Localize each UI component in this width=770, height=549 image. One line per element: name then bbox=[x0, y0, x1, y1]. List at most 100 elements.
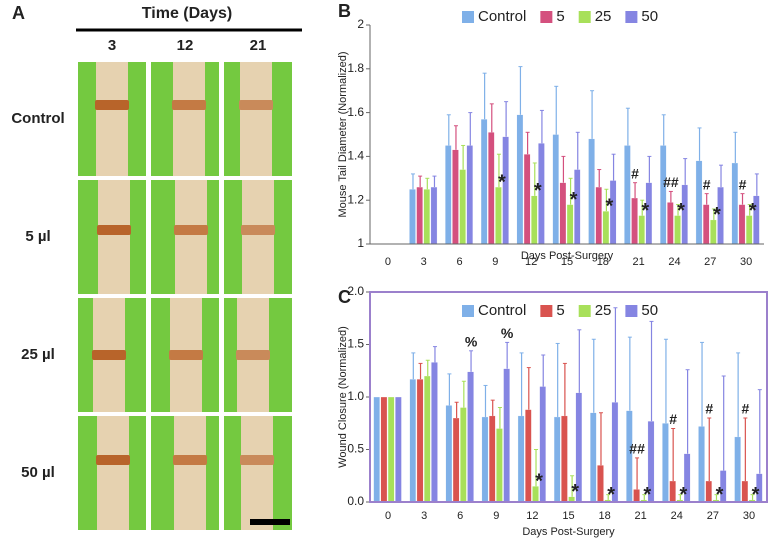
x-tick-label: 15 bbox=[561, 256, 573, 268]
panel-title: Time (Days) bbox=[142, 5, 232, 22]
bar bbox=[445, 145, 452, 245]
annotation: * bbox=[752, 484, 760, 506]
bar bbox=[452, 417, 460, 503]
bar bbox=[445, 405, 453, 503]
annotation: * bbox=[571, 481, 579, 503]
legend-swatch bbox=[625, 11, 638, 23]
tail bbox=[97, 416, 129, 530]
bar bbox=[741, 480, 749, 503]
bar bbox=[561, 415, 568, 503]
annotation: * bbox=[679, 484, 687, 506]
bar bbox=[459, 169, 466, 245]
scale-bar bbox=[250, 519, 290, 525]
tail bbox=[240, 62, 272, 176]
legend-swatch bbox=[462, 305, 474, 317]
bar bbox=[431, 362, 438, 503]
wound-band bbox=[239, 100, 273, 110]
wound-band bbox=[174, 225, 208, 235]
annotation: # bbox=[669, 411, 677, 427]
bar bbox=[387, 396, 395, 503]
tail bbox=[241, 416, 273, 530]
legend-swatch bbox=[540, 11, 553, 23]
annotation: * bbox=[643, 484, 651, 506]
bar bbox=[409, 189, 416, 245]
bar bbox=[525, 409, 532, 503]
tail bbox=[174, 416, 206, 530]
x-tick-label: 30 bbox=[740, 256, 752, 268]
annotation: * bbox=[716, 484, 724, 506]
panel-label: C bbox=[338, 287, 351, 307]
bar bbox=[633, 489, 640, 503]
tail bbox=[98, 180, 130, 294]
bar bbox=[466, 145, 474, 245]
annotation: * bbox=[534, 180, 542, 202]
bar bbox=[597, 465, 604, 503]
legend-swatch bbox=[578, 305, 591, 317]
bar bbox=[416, 186, 423, 245]
bar bbox=[373, 396, 380, 503]
annotation: # bbox=[631, 165, 639, 181]
legend-swatch bbox=[625, 305, 638, 317]
wound-band bbox=[240, 455, 274, 465]
bar bbox=[588, 138, 595, 245]
y-tick-label: 1.8 bbox=[347, 61, 364, 75]
bar bbox=[667, 202, 674, 245]
x-tick-label: 12 bbox=[525, 256, 537, 268]
x-tick-label: 27 bbox=[707, 510, 719, 522]
x-tick-label: 6 bbox=[456, 256, 462, 268]
x-tick-label: 6 bbox=[457, 510, 463, 522]
wound-band bbox=[169, 350, 203, 360]
legend-label: 5 bbox=[556, 302, 564, 319]
annotation: * bbox=[713, 204, 721, 226]
panel-label: B bbox=[338, 1, 351, 21]
y-tick-label: 1 bbox=[357, 236, 364, 250]
annotation: * bbox=[606, 195, 614, 217]
tail bbox=[96, 62, 128, 176]
bar bbox=[480, 119, 488, 245]
bar bbox=[496, 428, 503, 503]
bar bbox=[423, 189, 431, 245]
y-tick-label: 1.2 bbox=[347, 192, 364, 206]
annotation: % bbox=[465, 334, 478, 350]
x-tick-label: 21 bbox=[635, 510, 647, 522]
bar bbox=[395, 396, 402, 503]
x-tick-label: 30 bbox=[743, 510, 755, 522]
x-tick-label: 18 bbox=[597, 256, 609, 268]
plot-frame bbox=[369, 291, 768, 503]
y-tick-label: 1.0 bbox=[347, 389, 364, 403]
y-tick-label: 2.0 bbox=[347, 284, 364, 298]
bar bbox=[488, 132, 495, 245]
y-tick-label: 1.6 bbox=[347, 105, 364, 119]
x-tick-label: 27 bbox=[704, 256, 716, 268]
annotation: * bbox=[677, 200, 685, 222]
legend-swatch bbox=[578, 11, 591, 23]
annotation: * bbox=[498, 171, 506, 193]
annotation: * bbox=[607, 484, 615, 506]
tail bbox=[173, 62, 205, 176]
legend-label: 25 bbox=[595, 302, 612, 319]
x-tick-label: 9 bbox=[492, 256, 498, 268]
column-label: 21 bbox=[250, 37, 267, 54]
bar bbox=[481, 416, 489, 503]
column-label: 12 bbox=[177, 37, 194, 54]
annotation: # bbox=[741, 401, 749, 417]
annotation: * bbox=[535, 471, 543, 493]
x-tick-label: 3 bbox=[421, 256, 427, 268]
wound-band bbox=[236, 350, 270, 360]
x-axis-label: Days Post-Surgery bbox=[522, 526, 615, 538]
x-tick-label: 21 bbox=[633, 256, 645, 268]
y-axis-label: Wound Closure (Normalized) bbox=[337, 326, 349, 468]
wound-band bbox=[97, 225, 131, 235]
x-tick-label: 0 bbox=[385, 256, 391, 268]
x-tick-label: 3 bbox=[421, 510, 427, 522]
legend-label: Control bbox=[478, 8, 526, 25]
y-tick-label: 0.5 bbox=[347, 442, 364, 456]
x-tick-label: 24 bbox=[671, 510, 683, 522]
legend-swatch bbox=[462, 11, 474, 23]
wound-band bbox=[173, 455, 207, 465]
legend-label: 50 bbox=[641, 8, 658, 25]
bar bbox=[503, 368, 510, 503]
y-tick-label: 0.0 bbox=[347, 494, 364, 508]
row-label: Control bbox=[11, 110, 64, 127]
